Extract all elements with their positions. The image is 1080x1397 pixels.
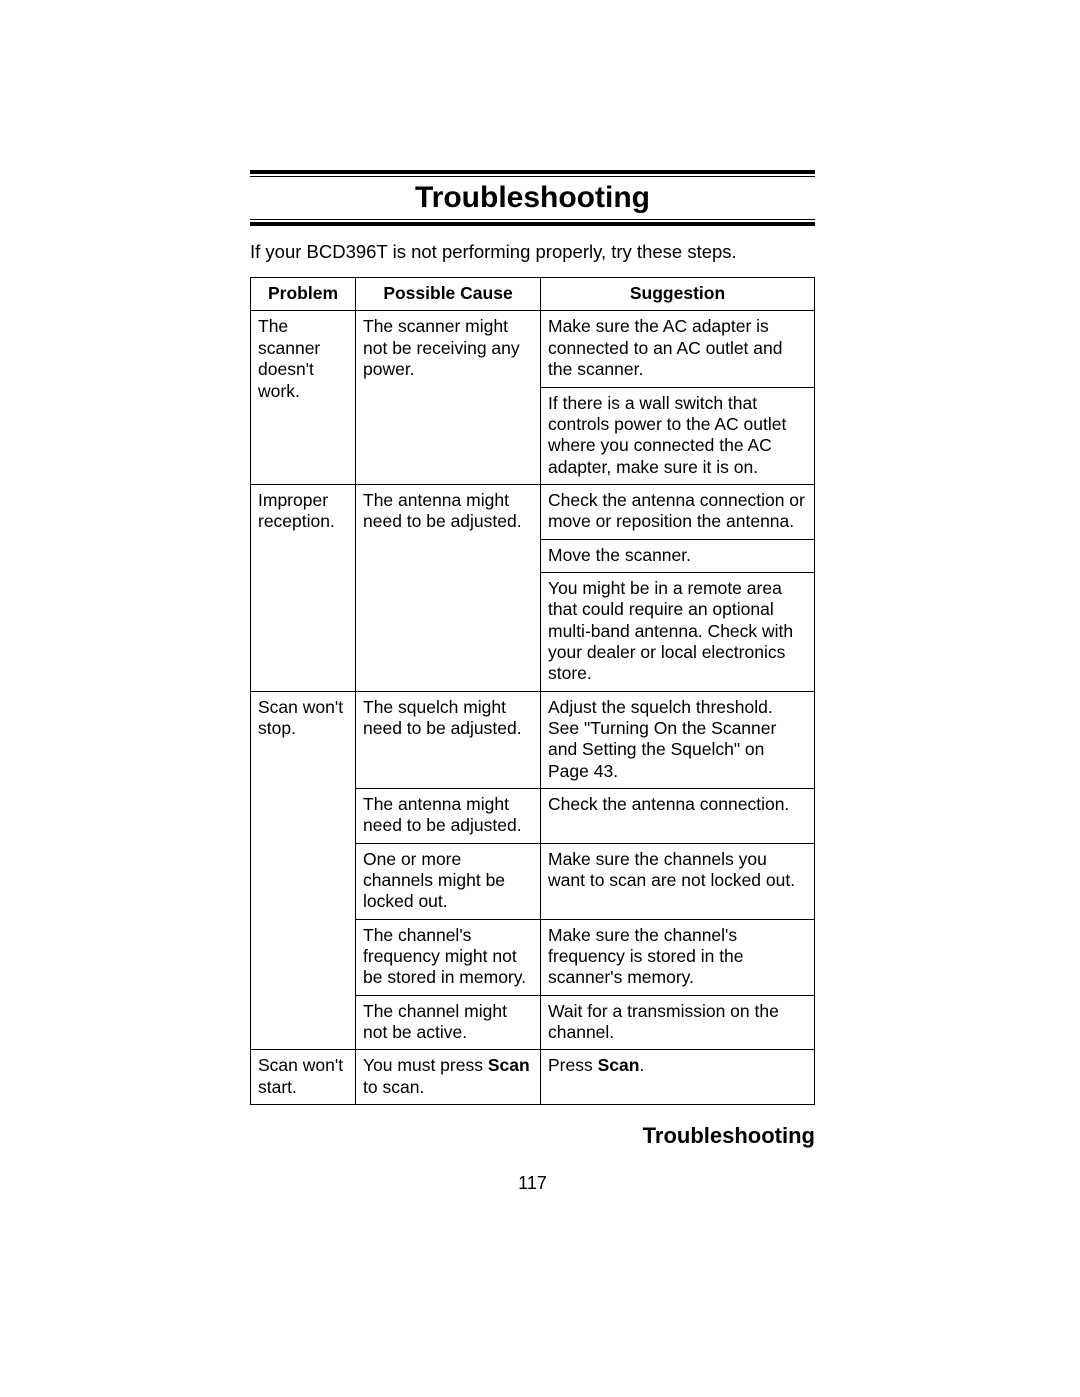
header-cause: Possible Cause bbox=[356, 278, 541, 311]
table-header-row: Problem Possible Cause Suggestion bbox=[251, 278, 815, 311]
cell-suggestion: Make sure the AC adapter is connected to… bbox=[541, 311, 815, 387]
text: to scan. bbox=[363, 1077, 424, 1097]
header-suggestion: Suggestion bbox=[541, 278, 815, 311]
cell-suggestion: Wait for a transmission on the channel. bbox=[541, 995, 815, 1050]
footer-section-title: Troubleshooting bbox=[250, 1123, 815, 1149]
cell-suggestion: Adjust the squelch threshold. See "Turni… bbox=[541, 691, 815, 788]
table-row: Scan won't stop. The squelch might need … bbox=[251, 691, 815, 788]
text: You must press bbox=[363, 1055, 488, 1075]
cell-suggestion: Check the antenna connection. bbox=[541, 789, 815, 844]
cell-suggestion: If there is a wall switch that controls … bbox=[541, 387, 815, 484]
intro-text: If your BCD396T is not performing proper… bbox=[250, 240, 815, 263]
cell-problem: Improper reception. bbox=[251, 484, 356, 691]
header-problem: Problem bbox=[251, 278, 356, 311]
cell-cause: The antenna might need to be adjusted. bbox=[356, 484, 541, 691]
cell-cause: The squelch might need to be adjusted. bbox=[356, 691, 541, 788]
page-title: Troubleshooting bbox=[250, 181, 815, 215]
cell-cause: The channel might not be active. bbox=[356, 995, 541, 1050]
cell-cause: You must press Scan to scan. bbox=[356, 1050, 541, 1105]
cell-cause: The scanner might not be receiving any p… bbox=[356, 311, 541, 484]
text-bold: Scan bbox=[598, 1055, 640, 1075]
cell-problem: Scan won't stop. bbox=[251, 691, 356, 1050]
cell-problem: Scan won't start. bbox=[251, 1050, 356, 1105]
cell-cause: One or more channels might be locked out… bbox=[356, 843, 541, 919]
table-row: Scan won't start. You must press Scan to… bbox=[251, 1050, 815, 1105]
cell-problem: The scanner doesn't work. bbox=[251, 311, 356, 484]
cell-suggestion: Check the antenna connection or move or … bbox=[541, 484, 815, 539]
page-content: Troubleshooting If your BCD396T is not p… bbox=[250, 170, 815, 1194]
title-rule-inner: Troubleshooting bbox=[250, 176, 815, 220]
table-row: Improper reception. The antenna might ne… bbox=[251, 484, 815, 539]
cell-suggestion: Move the scanner. bbox=[541, 539, 815, 572]
table-row: The scanner doesn't work. The scanner mi… bbox=[251, 311, 815, 387]
cell-suggestion: Make sure the channels you want to scan … bbox=[541, 843, 815, 919]
cell-cause: The antenna might need to be adjusted. bbox=[356, 789, 541, 844]
cell-suggestion: You might be in a remote area that could… bbox=[541, 572, 815, 691]
cell-suggestion: Press Scan. bbox=[541, 1050, 815, 1105]
troubleshooting-table: Problem Possible Cause Suggestion The sc… bbox=[250, 277, 815, 1105]
text: . bbox=[639, 1055, 644, 1075]
text-bold: Scan bbox=[488, 1055, 530, 1075]
cell-cause: The channel's frequency might not be sto… bbox=[356, 919, 541, 995]
text: Press bbox=[548, 1055, 598, 1075]
cell-suggestion: Make sure the channel's frequency is sto… bbox=[541, 919, 815, 995]
title-rule-outer: Troubleshooting bbox=[250, 170, 815, 226]
page-number: 117 bbox=[250, 1173, 815, 1194]
